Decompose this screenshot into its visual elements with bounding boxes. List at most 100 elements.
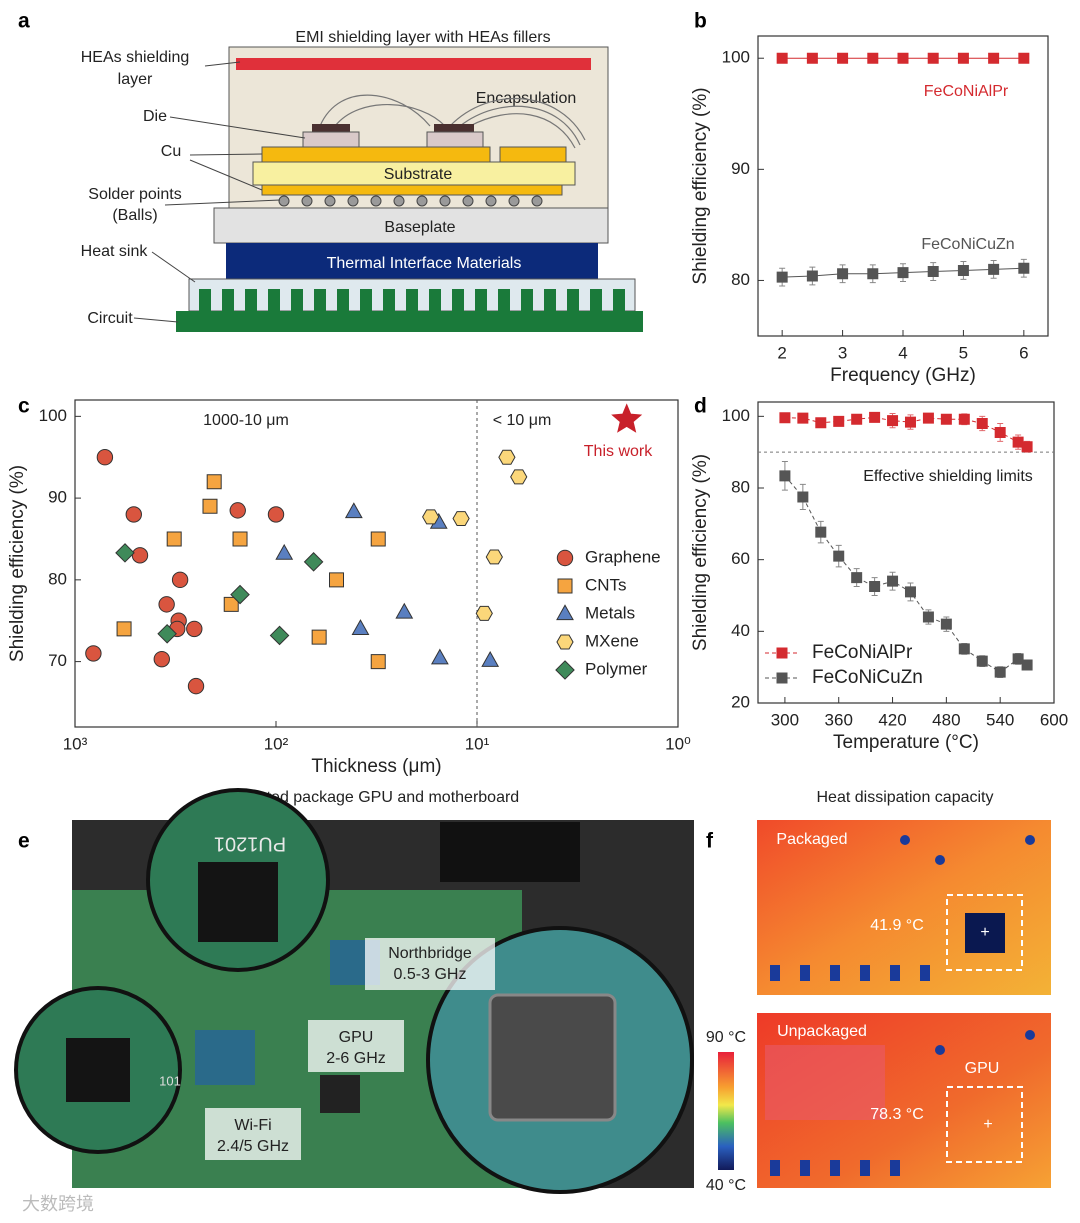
panel-label: d (694, 395, 707, 418)
marker (922, 412, 934, 424)
marker (202, 498, 218, 514)
marker (927, 266, 939, 278)
legend-marker (776, 647, 788, 659)
marker (329, 572, 345, 588)
y-tick-label: 90 (48, 488, 67, 507)
marker (994, 666, 1006, 678)
marker (776, 52, 788, 64)
gpu-box (946, 894, 1023, 971)
marker (815, 417, 827, 429)
y-tick-label: 80 (48, 569, 67, 588)
marker (395, 602, 414, 619)
solder-balls (278, 195, 543, 207)
x-tick-label: 3 (838, 343, 847, 362)
cool-spots (770, 1030, 1035, 1176)
x-tick-label: 10² (264, 734, 289, 753)
x-tick-label: 10³ (63, 734, 88, 753)
callout-label: 0.5-3 GHz (394, 966, 467, 983)
marker (157, 623, 177, 644)
package-diagram: EMI shielding layer with HEAs fillers En… (81, 29, 643, 332)
y-tick-label: 100 (722, 406, 750, 425)
gpu-cool-spot (965, 913, 1005, 953)
diagram-label: Cu (161, 143, 181, 160)
legend-label: MXene (585, 631, 639, 650)
marker (988, 263, 1000, 275)
y-tick-label: 70 (48, 651, 67, 670)
marker (904, 586, 916, 598)
marker (976, 655, 988, 667)
marker (187, 677, 205, 695)
marker (370, 531, 386, 547)
x-axis-label: Thickness (μm) (311, 756, 441, 777)
x-tick-label: 420 (878, 710, 906, 729)
marker (994, 426, 1006, 438)
legend-marker (556, 549, 574, 567)
y-tick-label: 90 (731, 159, 750, 178)
shielding-layer (236, 58, 591, 70)
marker (815, 526, 827, 538)
y-tick-label: 80 (731, 477, 750, 496)
thermal-title: Heat dissipation capacity (817, 789, 994, 806)
diagram-label: HEAs shielding (81, 49, 190, 66)
highlight-label: This work (584, 443, 653, 460)
panel-label: b (694, 10, 707, 33)
marker (311, 629, 327, 645)
y-axis-label: Shielding efficiency (%) (690, 87, 711, 284)
diagram-label: Die (143, 108, 167, 125)
marker (475, 605, 493, 621)
marker (837, 268, 849, 280)
marker (1021, 659, 1033, 671)
callout-label: GPU (339, 1029, 374, 1046)
marker (833, 415, 845, 427)
marker (269, 625, 290, 646)
baseplate (213, 207, 609, 244)
marker (869, 411, 881, 423)
x-tick-label: 4 (898, 343, 907, 362)
marker (229, 502, 246, 519)
y-axis-label: Shielding efficiency (%) (690, 454, 711, 651)
marker (869, 581, 881, 593)
marker (171, 571, 189, 589)
marker (958, 413, 970, 425)
marker (922, 611, 934, 623)
panel-label: f (706, 830, 714, 853)
panel-label: e (18, 830, 30, 853)
x-tick-label: 2 (777, 343, 786, 362)
callout-label: Wi-Fi (234, 1117, 271, 1134)
marker (867, 52, 879, 64)
zoom-chip (488, 993, 617, 1122)
legend-label: FeCoNiAlPr (812, 642, 913, 663)
panel-label: a (18, 10, 30, 33)
die (426, 131, 484, 149)
thermal-marker: GPU (965, 1060, 1000, 1077)
thermal-temperature: 78.3 °C (870, 1106, 924, 1123)
marker (206, 474, 222, 490)
callout-box (365, 938, 495, 990)
legend-marker (555, 660, 575, 680)
marker (510, 469, 528, 485)
y-axis-label: Shielding efficiency (%) (7, 465, 28, 662)
cool-spots (770, 835, 1035, 981)
die (302, 131, 360, 149)
marker (887, 575, 899, 587)
callout-label: 2-6 GHz (326, 1050, 386, 1067)
marker (833, 550, 845, 562)
marker (897, 52, 909, 64)
hot-region (765, 1045, 885, 1120)
bond-wires (319, 94, 586, 149)
x-tick-label: 5 (959, 343, 968, 362)
chip (195, 1030, 255, 1085)
marker (851, 572, 863, 584)
marker (851, 413, 863, 425)
tim-label: Thermal Interface Materials (327, 255, 522, 272)
diagram-label: Circuit (87, 310, 133, 327)
plot-frame (757, 35, 1049, 337)
y-tick-label: 20 (731, 692, 750, 711)
marker (303, 552, 324, 572)
x-tick-label: 540 (986, 710, 1014, 729)
plot-frame (74, 399, 679, 728)
legend-label: Graphene (585, 547, 661, 566)
marker (776, 271, 788, 283)
crosshair: + (983, 1116, 992, 1133)
